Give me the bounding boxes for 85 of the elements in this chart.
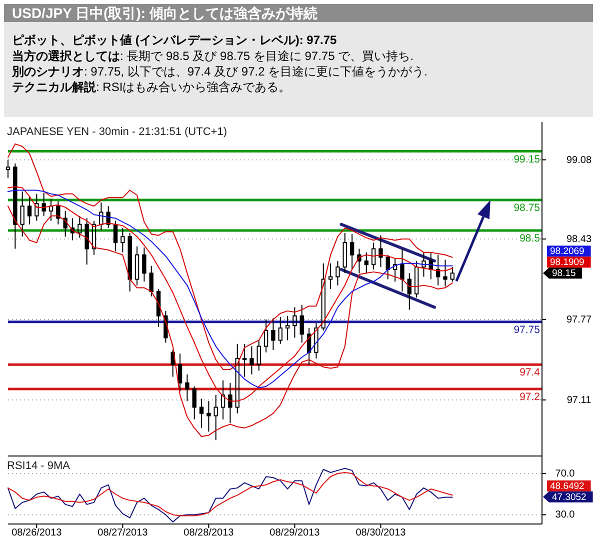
ref-line-label: 97.75 <box>514 324 540 336</box>
candlestick <box>407 272 412 310</box>
candlestick <box>450 266 455 282</box>
y-tick-label: 97.77 <box>566 314 592 325</box>
candlestick <box>185 374 190 402</box>
y-tick-label: 99.08 <box>566 154 592 166</box>
candlestick <box>178 353 182 392</box>
candlestick <box>278 316 282 344</box>
x-tick-label: 08/28/2013 <box>184 527 234 538</box>
candlestick <box>392 258 398 282</box>
ref-line-label: 98.5 <box>520 232 540 244</box>
x-tick-label: 08/30/2013 <box>356 527 406 538</box>
candlestick <box>206 400 211 432</box>
candlestick <box>192 386 196 420</box>
ref-line-label: 97.4 <box>520 366 540 379</box>
ref-line-label: 99.15 <box>514 153 540 166</box>
candlestick <box>120 228 125 253</box>
candlestick <box>134 246 140 286</box>
candlestick <box>228 382 232 424</box>
candlestick <box>84 218 89 266</box>
candlestick <box>300 304 304 344</box>
candlestick <box>364 252 368 274</box>
candlestick <box>56 200 60 225</box>
candlestick <box>142 247 146 282</box>
candlestick <box>13 162 18 250</box>
candlestick <box>63 210 68 238</box>
candlestick <box>48 198 54 222</box>
line-series <box>8 206 453 437</box>
candlestick <box>6 159 10 179</box>
candlestick <box>271 318 276 350</box>
candlestick <box>220 380 226 420</box>
candlestick <box>42 192 46 216</box>
y-tick-label: 97.11 <box>566 394 592 406</box>
candlestick <box>336 260 340 286</box>
chart-title: JAPANESE YEN - 30min - 21:31:51 (UTC+1) <box>7 126 227 138</box>
candlestick <box>34 193 39 222</box>
candlestick <box>400 248 404 292</box>
candlestick <box>350 234 354 270</box>
candlestick <box>371 242 376 270</box>
candlestick <box>250 346 254 375</box>
candlestick <box>78 215 82 238</box>
text: 47.3052 <box>552 491 586 502</box>
candlestick <box>328 262 333 290</box>
line-series <box>8 468 453 522</box>
text: USD/JPY 日中(取引): 傾向としては強含みが持続 <box>12 5 318 21</box>
text: 当方の選択としては: 長期で 98.5 及び 98.75 を目途に 97.75 で、買い持ち. <box>12 49 414 63</box>
y-tick-label: 30.0 <box>555 509 576 520</box>
candlestick <box>292 306 297 338</box>
candlestick <box>264 318 268 353</box>
x-tick-label: 08/27/2013 <box>98 527 148 538</box>
text: 98.2069 <box>550 246 584 257</box>
candlestick <box>443 259 448 288</box>
candlestick <box>20 190 24 238</box>
candlestick <box>342 232 347 274</box>
chart-title: RSI14 - 9MA <box>7 460 71 472</box>
text: テクニカル解説: RSIはもみ合いから強含みである。 <box>12 80 291 94</box>
text: 98.1909 <box>550 256 584 268</box>
candlestick <box>436 254 440 286</box>
candlestick <box>378 234 383 268</box>
candlestick <box>27 196 32 225</box>
candlestick <box>199 398 204 428</box>
candlestick <box>214 394 218 441</box>
candlestick <box>285 315 290 341</box>
ref-line-label: 98.75 <box>514 202 540 214</box>
candlestick <box>242 343 247 378</box>
y-tick-label: 70.0 <box>555 468 576 480</box>
candlestick <box>256 340 261 372</box>
text: ピボット、ピボット値 (インバレデーション・レベル): 97.75 <box>12 33 338 47</box>
y-tick-label: 98.43 <box>566 234 592 245</box>
candlestick <box>99 202 104 231</box>
x-tick-label: 08/26/2013 <box>12 527 62 538</box>
candlestick <box>314 322 318 359</box>
line-series <box>8 472 453 516</box>
text: 98.15 <box>552 268 576 279</box>
candlestick <box>92 220 96 256</box>
candlestick <box>414 260 419 298</box>
candlestick <box>422 252 426 278</box>
text: 48.6492 <box>550 480 584 492</box>
x-tick-label: 08/29/2013 <box>270 527 320 538</box>
candlestick <box>321 262 326 331</box>
line-series <box>8 143 453 370</box>
candlestick <box>149 265 154 297</box>
text: 別のシナリオ: 97.75, 以下では、97.4 及び 97.2 を目途に更に下値をうかがう. <box>11 64 428 78</box>
ref-line-label: 97.2 <box>520 390 540 403</box>
candlestick <box>235 343 240 414</box>
